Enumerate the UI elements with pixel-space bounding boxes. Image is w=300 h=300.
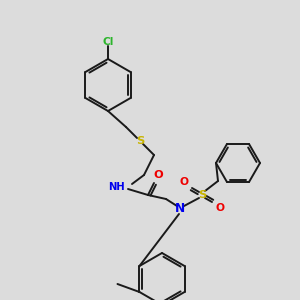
Text: Cl: Cl — [102, 37, 114, 47]
Text: S: S — [136, 136, 144, 146]
Text: O: O — [179, 177, 188, 187]
Text: N: N — [175, 202, 185, 215]
Text: O: O — [153, 170, 163, 180]
Text: S: S — [198, 190, 206, 200]
Text: NH: NH — [108, 182, 125, 192]
Text: O: O — [215, 203, 224, 213]
